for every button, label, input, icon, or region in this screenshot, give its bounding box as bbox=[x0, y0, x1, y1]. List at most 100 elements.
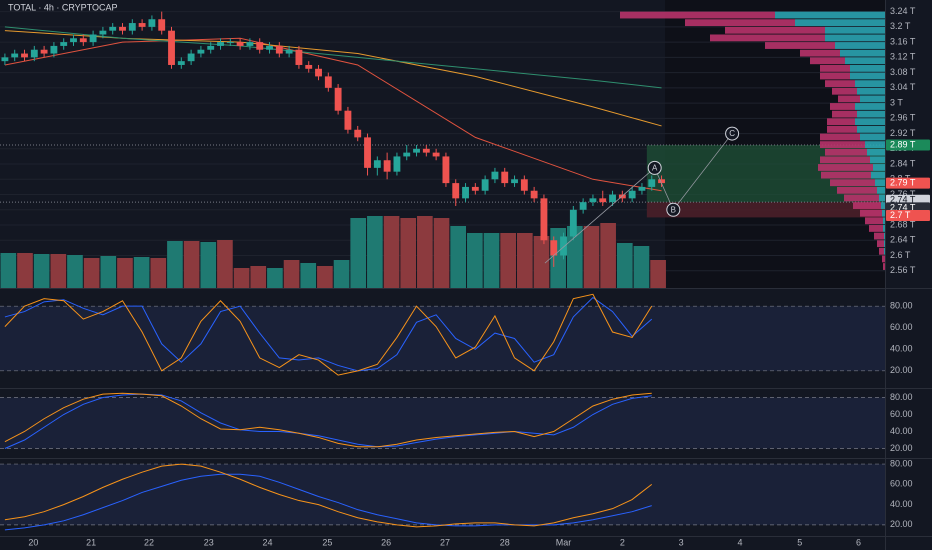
y-tick-label: 20.00 bbox=[890, 443, 913, 453]
profile-up bbox=[850, 64, 885, 72]
candle-body bbox=[579, 202, 587, 210]
candle-body bbox=[30, 49, 38, 58]
chart-title: TOTAL · 4h · CRYPTOCAP bbox=[8, 2, 118, 12]
candle-body bbox=[442, 156, 450, 184]
candle-body bbox=[481, 179, 489, 191]
profile-up bbox=[877, 186, 885, 194]
candle-body bbox=[217, 42, 224, 46]
price-label-box bbox=[886, 177, 930, 189]
candle-body bbox=[89, 34, 97, 43]
candle-body bbox=[128, 23, 136, 31]
candle-body bbox=[471, 186, 479, 191]
candle-body bbox=[256, 42, 264, 50]
candle-body bbox=[226, 42, 234, 44]
profile-down bbox=[877, 240, 884, 248]
profile-up bbox=[882, 209, 885, 217]
y-tick-label: 2.96 T bbox=[890, 113, 916, 123]
x-tick-label: 5 bbox=[797, 537, 802, 547]
volume-bar bbox=[200, 242, 217, 288]
volume-bar bbox=[333, 260, 350, 288]
price-label-box bbox=[886, 139, 930, 151]
profile-down bbox=[821, 171, 871, 179]
y-tick-label: 60.00 bbox=[890, 479, 913, 489]
price-label: 2.74 T bbox=[890, 202, 916, 212]
candle-body bbox=[1, 57, 9, 62]
volume-bar bbox=[67, 255, 83, 288]
volume-bar bbox=[117, 258, 133, 288]
x-tick-label: Mar bbox=[556, 537, 572, 547]
profile-down bbox=[827, 118, 855, 126]
wave-label: C bbox=[729, 129, 735, 138]
candle-body bbox=[648, 179, 656, 187]
profile-up bbox=[860, 133, 885, 141]
candle-body bbox=[207, 45, 215, 50]
y-tick-label: 40.00 bbox=[890, 344, 913, 354]
profile-up bbox=[855, 103, 885, 110]
candle-body bbox=[50, 45, 58, 54]
profile-down bbox=[832, 87, 857, 95]
price-label: 2.74 T bbox=[890, 195, 916, 205]
candle-body bbox=[21, 53, 28, 58]
candle-body bbox=[285, 49, 293, 54]
candle-body bbox=[187, 53, 195, 62]
profile-up bbox=[840, 49, 885, 57]
profile-down bbox=[883, 263, 885, 270]
candle-body bbox=[462, 186, 469, 199]
profile-down bbox=[874, 232, 884, 240]
profile-down bbox=[820, 141, 865, 149]
y-tick-label: 60.00 bbox=[890, 409, 913, 419]
candle-body bbox=[168, 30, 175, 65]
volume-bar bbox=[417, 216, 433, 288]
profile-down bbox=[818, 164, 873, 171]
profile-up bbox=[867, 148, 885, 156]
volume-bar bbox=[616, 243, 633, 288]
candle-body bbox=[109, 26, 117, 31]
loss-zone bbox=[646, 202, 885, 218]
y-tick-label: 2.76 T bbox=[890, 189, 916, 199]
x-tick-label: 3 bbox=[679, 537, 684, 547]
x-tick-label: 4 bbox=[737, 537, 742, 547]
profile-down bbox=[869, 225, 883, 232]
y-tick-label: 2.56 T bbox=[890, 265, 916, 275]
candle-body bbox=[344, 110, 352, 130]
y-tick-label: 2.92 T bbox=[890, 128, 916, 138]
price-label: 2.89 T bbox=[890, 139, 916, 149]
volume-bar bbox=[350, 218, 367, 288]
profile-down bbox=[825, 148, 867, 156]
wave-line bbox=[544, 133, 733, 264]
oscillator-line bbox=[4, 392, 652, 448]
wave-label: B bbox=[671, 205, 676, 214]
profile-down bbox=[865, 217, 883, 225]
candle-body bbox=[658, 179, 665, 184]
y-tick-label: 40.00 bbox=[890, 499, 913, 509]
volume-bar bbox=[383, 216, 400, 288]
profile-up bbox=[860, 95, 885, 103]
candle-body bbox=[393, 156, 401, 172]
volume-bar bbox=[650, 260, 666, 288]
profile-up bbox=[825, 26, 885, 34]
candle-body bbox=[324, 76, 332, 88]
candle-body bbox=[40, 49, 48, 54]
profile-up bbox=[795, 19, 885, 27]
candle-body bbox=[560, 236, 567, 256]
profile-down bbox=[838, 95, 860, 103]
y-tick-label: 20.00 bbox=[890, 519, 913, 529]
candle-body bbox=[422, 148, 430, 153]
x-tick-label: 26 bbox=[381, 537, 391, 547]
volume-bar bbox=[150, 258, 167, 288]
profile-up bbox=[870, 156, 885, 164]
volume-bar bbox=[500, 233, 516, 288]
volume-bar bbox=[367, 216, 383, 288]
y-tick-label: 2.68 T bbox=[890, 219, 916, 229]
x-tick-label: 24 bbox=[263, 537, 273, 547]
candle-body bbox=[511, 179, 518, 184]
candle-body bbox=[403, 152, 411, 157]
x-tick-label: 28 bbox=[500, 537, 510, 547]
volume-bar bbox=[583, 226, 600, 288]
profile-up bbox=[884, 240, 885, 248]
profile-down bbox=[860, 209, 882, 217]
band-fill bbox=[0, 464, 885, 525]
profile-up bbox=[845, 57, 885, 65]
profile-up bbox=[857, 87, 885, 95]
